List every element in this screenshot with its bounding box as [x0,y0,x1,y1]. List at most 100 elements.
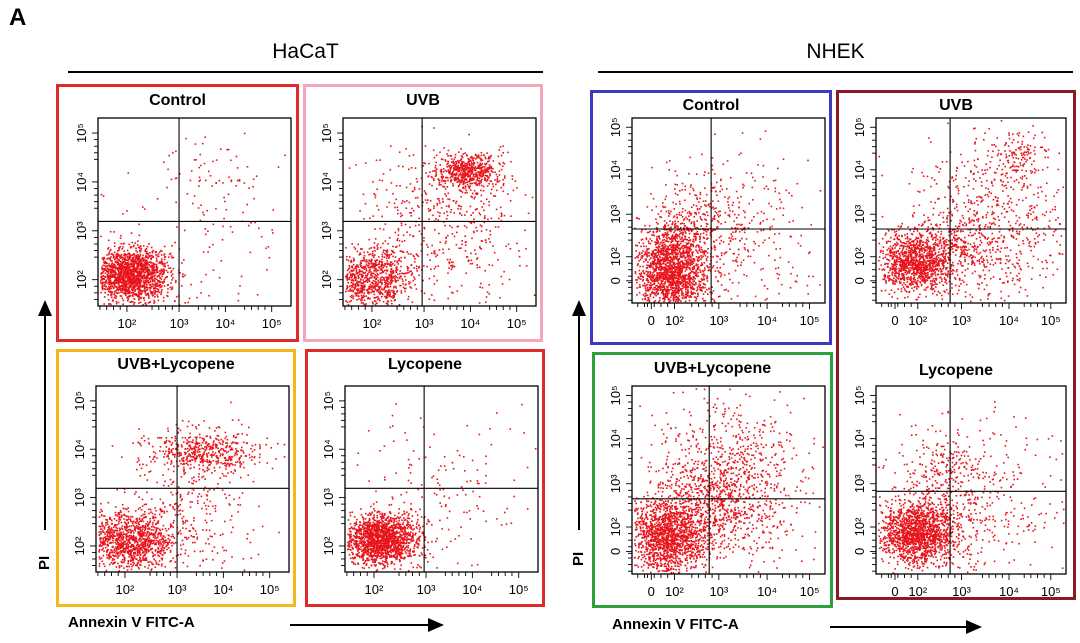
x-tick-label: 10⁵ [1041,584,1061,599]
x-tick-label: 10² [363,316,382,331]
x-tick-label: 0 [648,584,655,599]
x-axis-arrow-hacat [290,624,430,626]
x-tick-label: 10² [116,582,135,597]
group-title-nhek: NHEK [598,40,1073,64]
x-tick-label: 10³ [168,582,187,597]
y-axis-label-hacat: PI [36,556,53,570]
scatter-plot-hacat-control: 10² 10³ 10⁴ 10⁵ 10² 10³ 10⁴ 10⁵ [98,118,291,306]
y-tick-label: 10⁴ [852,160,867,180]
x-axis-arrowhead-hacat [428,618,444,632]
x-axis-label-hacat: Annexin V FITC-A [68,614,195,631]
x-tick-label: 10⁴ [757,584,777,599]
y-tick-label: 10³ [74,221,89,240]
y-tick-label: 10² [74,270,89,289]
scatter-plot-nhek-lycopene: 0 10² 10³ 10⁴ 10⁵ 0 10² 10³ 10⁴ 10⁵ [876,386,1066,574]
x-axis-label-nhek: Annexin V FITC-A [612,616,739,633]
x-tick-label: 10⁴ [999,584,1019,599]
y-tick-label: 10⁵ [74,123,89,143]
y-tick-label: 10⁴ [608,429,623,449]
y-tick-label: 0 [608,548,623,555]
y-tick-label: 10⁵ [608,117,623,137]
x-tick-label: 10³ [709,313,728,328]
y-tick-label: 10⁴ [74,172,89,192]
x-tick-label: 10² [365,582,384,597]
x-tick-label: 10² [665,313,684,328]
scatter-plot-nhek-uvb: 0 10² 10³ 10⁴ 10⁵ 0 10² 10³ 10⁴ 10⁵ [876,118,1066,303]
y-tick-label: 10² [321,536,336,555]
y-tick-label: 0 [852,277,867,284]
panel-letter: A [9,4,26,32]
plot-title-hacat-control: Control [56,92,299,110]
x-tick-label: 10³ [709,584,728,599]
y-tick-label: 10³ [72,488,87,507]
x-tick-label: 10³ [952,313,971,328]
y-tick-label: 10² [852,247,867,266]
scatter-points [347,403,537,571]
group-title-hacat: HaCaT [68,40,543,64]
y-tick-label: 10⁴ [608,160,623,180]
x-axis-arrow-nhek [830,626,968,628]
x-tick-label: 10² [908,313,927,328]
y-tick-label: 10⁴ [321,439,336,459]
plot-frame [876,386,1066,574]
y-tick-label: 10³ [321,488,336,507]
y-axis-arrowhead-hacat [38,300,52,316]
scatter-points [634,388,824,573]
x-tick-label: 10² [665,584,684,599]
scatter-points [878,401,1064,573]
y-tick-label: 10⁵ [319,123,334,143]
scatter-plot-hacat-lycopene: 10² 10³ 10⁴ 10⁵ 10² 10³ 10⁴ 10⁵ [345,386,538,572]
x-tick-label: 10⁵ [800,313,820,328]
x-tick-label: 10⁵ [507,316,527,331]
plot-title-nhek-control: Control [590,97,832,115]
y-axis-arrow-hacat [44,312,46,530]
x-tick-label: 10³ [952,584,971,599]
y-tick-label: 10³ [852,204,867,223]
group-line-nhek [598,71,1073,73]
y-tick-label: 10² [319,270,334,289]
plot-title-hacat-uvb-lycopene: UVB+Lycopene [56,356,296,374]
scatter-plot-nhek-control: 0 10² 10³ 10⁴ 10⁵ 0 10² 10³ 10⁴ 10⁵ [632,118,825,303]
y-tick-label: 0 [852,548,867,555]
x-tick-label: 10³ [170,316,189,331]
y-tick-label: 10⁵ [72,391,87,411]
x-tick-label: 10² [908,584,927,599]
scatter-points [100,133,286,306]
x-tick-label: 10³ [415,316,434,331]
y-axis-arrowhead-nhek [572,300,586,316]
y-tick-label: 10² [608,247,623,266]
x-tick-label: 0 [891,313,898,328]
scatter-points [98,402,285,572]
y-tick-label: 10⁴ [72,439,87,459]
plot-title-hacat-uvb: UVB [303,92,543,110]
plot-title-nhek-uvb-lycopene: UVB+Lycopene [592,360,833,378]
scatter-points [634,130,821,302]
y-axis-arrow-nhek [578,312,580,530]
scatter-plot-hacat-uvb: 10² 10³ 10⁴ 10⁵ 10² 10³ 10⁴ 10⁵ [343,118,536,306]
x-tick-label: 10⁴ [999,313,1019,328]
x-tick-label: 10⁵ [1041,313,1061,328]
scatter-points [878,120,1064,302]
x-tick-label: 10⁵ [509,582,529,597]
x-tick-label: 10⁴ [215,316,235,331]
y-tick-label: 10² [852,517,867,536]
plot-title-nhek-uvb: UVB [836,97,1076,115]
y-tick-label: 10² [72,536,87,555]
y-tick-label: 10⁵ [608,385,623,405]
x-tick-label: 10⁴ [462,582,482,597]
y-tick-label: 10³ [608,474,623,493]
x-tick-label: 10⁵ [260,582,280,597]
x-tick-label: 0 [648,313,655,328]
plot-title-nhek-lycopene: Lycopene [836,362,1076,380]
x-tick-label: 10⁴ [757,313,777,328]
y-tick-label: 10³ [319,221,334,240]
y-axis-label-nhek: PI [570,552,587,566]
scatter-plot-hacat-uvb-lycopene: 10² 10³ 10⁴ 10⁵ 10² 10³ 10⁴ 10⁵ [96,386,289,572]
x-tick-label: 0 [891,584,898,599]
scatter-points [345,126,535,306]
x-tick-label: 10⁴ [213,582,233,597]
y-tick-label: 10⁴ [319,172,334,192]
scatter-plot-nhek-uvb-lycopene: 0 10² 10³ 10⁴ 10⁵ 0 10² 10³ 10⁴ 10⁵ [632,386,825,574]
plot-title-hacat-lycopene: Lycopene [305,356,545,374]
y-tick-label: 10⁴ [852,429,867,449]
